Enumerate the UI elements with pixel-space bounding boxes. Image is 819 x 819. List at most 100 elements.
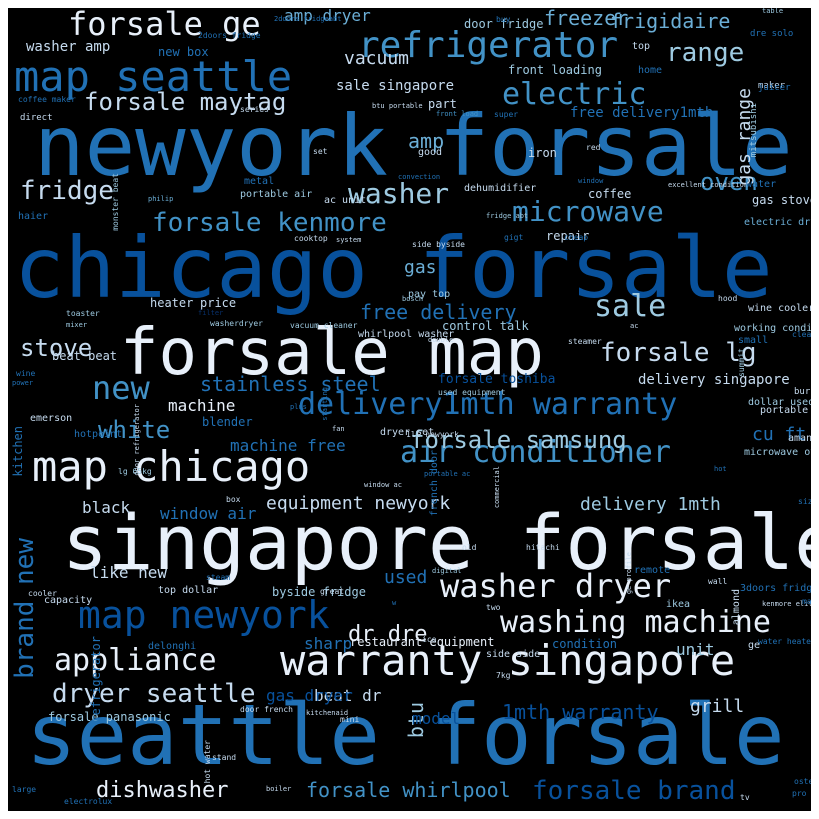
cloud-word-coffee-maker: coffee maker <box>18 95 76 104</box>
cloud-word-newyork-forsale: newyork forsale <box>34 97 793 195</box>
cloud-word-beat-beat: beat beat <box>52 349 118 363</box>
cloud-word-gas: gas <box>404 257 437 278</box>
cloud-word-top: top <box>632 41 651 52</box>
cloud-word-frigidaire: frigidaire <box>610 9 731 33</box>
cloud-word-unit: unit <box>676 640 715 659</box>
cloud-word-electric: electric <box>502 77 647 112</box>
cloud-word-door-french: door french <box>240 705 293 714</box>
cloud-word-price: price <box>200 296 237 310</box>
cloud-word-cooler: cooler <box>28 589 57 598</box>
cloud-word-control-talk: control talk <box>442 319 529 333</box>
cloud-word-stove: stove <box>20 334 93 362</box>
word-cloud: newyork forsale chicago forsale seattle fo… <box>8 8 811 811</box>
cloud-word-steamer: steamer <box>568 337 602 346</box>
cloud-word-dre-solo: dre solo <box>750 29 794 39</box>
cloud-word-oven: oven <box>700 168 758 196</box>
cloud-word-byside-fridge: byside fridge <box>272 585 366 599</box>
cloud-word-side-side: side side <box>486 649 541 660</box>
cloud-word-dryer-seattle: dryer seattle <box>52 679 256 709</box>
cloud-word-ikea: ikea <box>666 599 691 610</box>
cloud-word-starting: starting <box>321 387 329 421</box>
cloud-word-appliance: appliance <box>54 643 217 678</box>
cloud-word-dishwasher: dishwasher <box>96 778 229 803</box>
cloud-word-hot-water: hot water <box>203 740 212 784</box>
cloud-word-used-equipment: used equipment <box>438 388 506 397</box>
cloud-word-double: double <box>428 336 454 344</box>
cloud-word-mitsubishi: mitsubishi <box>749 103 759 158</box>
cloud-word-size: size <box>798 497 811 506</box>
cloud-word-blender: blender <box>202 415 253 429</box>
cloud-word-red: red <box>586 143 601 152</box>
cloud-word-haier: haier <box>18 211 49 222</box>
cloud-word-burner: burner <box>794 387 811 397</box>
cloud-word-forsale-brand: forsale brand <box>532 776 736 806</box>
cloud-word-buy: buy <box>496 15 511 24</box>
cloud-word-wine-cooler: wine cooler <box>748 303 811 314</box>
cloud-word-forsale-kenmore: forsale kenmore <box>152 208 387 238</box>
cloud-word-portable: portable <box>760 405 809 416</box>
cloud-word-small: small <box>738 335 769 346</box>
cloud-word-washer-dryer: washer dryer <box>440 567 672 605</box>
cloud-word-microwave-oven: microwave oven <box>744 447 811 458</box>
cloud-word-washerdryer: washerdryer <box>210 319 263 328</box>
cloud-word-7kg: 7kg <box>496 671 511 680</box>
cloud-word-range: range <box>666 38 745 68</box>
cloud-word-like-new: like new <box>90 563 168 582</box>
cloud-word-stand: stand <box>212 753 237 762</box>
cloud-word-repair: repair <box>546 229 590 243</box>
cloud-word-hitachi: hitachi <box>526 543 560 552</box>
cloud-word-microwave: microwave <box>512 195 664 228</box>
cloud-word-forsale-map: forsale map <box>120 316 544 390</box>
cloud-word-w: w <box>392 599 397 607</box>
cloud-word-fridge-abt: fridge abt <box>486 212 529 220</box>
cloud-word-new-box: new box <box>158 45 209 59</box>
cloud-word-almond: almond <box>731 589 742 626</box>
cloud-word-1mth-warranty: 1mth warranty <box>502 700 659 724</box>
cloud-word-tv: tv <box>740 793 750 802</box>
cloud-word-used: used <box>384 567 428 588</box>
cloud-word-box: box <box>226 495 241 504</box>
cloud-word-hood: hood <box>718 294 738 303</box>
cloud-word-set: set <box>313 147 328 156</box>
cloud-word-door-refrigerator: door refrigerator <box>133 404 141 476</box>
cloud-word-hot: hot <box>714 465 727 473</box>
cloud-word-machine: machine <box>168 396 236 415</box>
cloud-word-juicer: juicer <box>758 83 791 93</box>
cloud-word-steam: steam <box>206 573 231 582</box>
cloud-word-sale-singapore: sale singapore <box>336 78 455 94</box>
cloud-word-map-seattle: map seattle <box>14 52 293 101</box>
cloud-word-refrigerator: refrigerator <box>89 636 103 723</box>
cloud-word-map-chicago: map chicago <box>32 442 311 491</box>
cloud-word-super: super <box>494 110 519 119</box>
cloud-word-chicago-forsale: chicago forsale <box>14 219 773 317</box>
cloud-word-amp-dryer: amp dryer <box>284 8 371 25</box>
cloud-word-forsale-samsung: forsale samsung <box>410 426 627 454</box>
cloud-word-vacuum: vacuum <box>344 48 410 69</box>
cloud-word-fridge: fridge <box>20 176 114 206</box>
cloud-word-grill: grill <box>690 696 745 717</box>
cloud-word-dryer-set: dryer set <box>380 427 435 438</box>
cloud-word-sharp: sharp <box>304 634 353 653</box>
cloud-word-warranty-singapore: warranty singapore <box>280 636 736 685</box>
cloud-word-two: two <box>486 603 501 612</box>
cloud-word-mini: mini <box>340 715 360 724</box>
cloud-word-wine: wine <box>16 369 36 378</box>
cloud-word-ac-unit: ac unit <box>324 195 367 206</box>
cloud-word-fan: fan <box>332 425 345 433</box>
cloud-word-ge: ge <box>748 640 761 651</box>
cloud-word-gas-stove: gas stove <box>752 193 811 207</box>
cloud-word-forsale-whirlpool: forsale whirlpool <box>306 778 511 802</box>
cloud-word-power: power <box>12 379 34 387</box>
cloud-word-excellent-condition: excellent condition <box>668 181 749 189</box>
cloud-word-beat-dr: beat dr <box>314 686 382 705</box>
cloud-word-free-delivery: free delivery <box>360 300 517 324</box>
cloud-word-wall: wall <box>708 577 728 586</box>
cloud-word-cheap: cheap <box>564 233 589 242</box>
cloud-word-stainless-steel: stainless steel <box>200 372 381 396</box>
cloud-word-gas-dryer: gas dryer <box>266 686 353 705</box>
cloud-word-table: table <box>762 8 784 15</box>
cloud-word-3doors-fridge: 3doors fridge <box>740 583 811 594</box>
cloud-word-forsale-panasonic: forsale panasonic <box>48 710 171 724</box>
cloud-word-digital: digital <box>432 567 462 575</box>
cloud-word-water: water <box>746 179 777 190</box>
